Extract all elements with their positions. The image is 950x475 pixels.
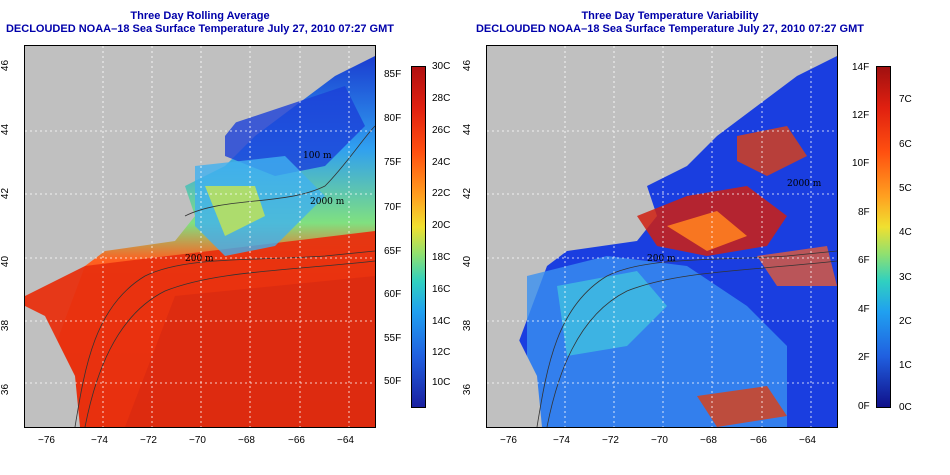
x-tick: −68 bbox=[238, 435, 255, 446]
colorbar-f-label: 65F bbox=[384, 246, 402, 257]
colorbar-c-label: 4C bbox=[899, 227, 912, 238]
x-tick: −76 bbox=[500, 435, 517, 446]
y-tick: 46 bbox=[0, 59, 12, 72]
y-tick: 44 bbox=[0, 123, 12, 136]
contour-label: 200 m bbox=[647, 254, 676, 264]
x-tick: −66 bbox=[288, 435, 305, 446]
x-tick: −70 bbox=[651, 435, 668, 446]
x-tick: −64 bbox=[799, 435, 816, 446]
y-tick: 38 bbox=[462, 319, 474, 332]
y-tick: 42 bbox=[462, 187, 474, 200]
colorbar-f-label: 10F bbox=[852, 158, 870, 169]
colorbar-f-label: 60F bbox=[384, 289, 402, 300]
right-panel-subtitle: DECLOUDED NOAA–18 Sea Surface Temperatur… bbox=[475, 23, 864, 35]
colorbar-c-label: 7C bbox=[899, 94, 912, 105]
contour-label: 200 m bbox=[185, 254, 214, 264]
y-tick: 38 bbox=[0, 319, 12, 332]
colorbar-f-label: 12F bbox=[852, 110, 870, 121]
colorbar-c-label: 26C bbox=[432, 125, 451, 136]
x-tick: −64 bbox=[337, 435, 354, 446]
colorbar-f-label: 80F bbox=[384, 113, 402, 124]
y-tick: 40 bbox=[0, 255, 12, 268]
colorbar-f-label: 55F bbox=[384, 333, 402, 344]
colorbar-f-label: 50F bbox=[384, 376, 402, 387]
x-tick: −74 bbox=[91, 435, 108, 446]
colorbar-c-label: 3C bbox=[899, 272, 912, 283]
colorbar-c-label: 28C bbox=[432, 93, 451, 104]
y-tick: 36 bbox=[462, 383, 474, 396]
x-tick: −68 bbox=[700, 435, 717, 446]
colorbar-f-label: 8F bbox=[858, 207, 870, 218]
x-tick: −70 bbox=[189, 435, 206, 446]
x-tick: −72 bbox=[602, 435, 619, 446]
colorbar-c-label: 12C bbox=[432, 347, 451, 358]
x-tick: −72 bbox=[140, 435, 157, 446]
sst-colorbar bbox=[411, 66, 426, 408]
colorbar-f-label: 14F bbox=[852, 62, 870, 73]
colorbar-c-label: 14C bbox=[432, 316, 451, 327]
x-tick: −66 bbox=[750, 435, 767, 446]
colorbar-f-label: 75F bbox=[384, 157, 402, 168]
contour-label: 2000 m bbox=[787, 179, 822, 189]
colorbar-c-label: 1C bbox=[899, 360, 912, 371]
sst-variability-map[interactable]: 200 m 2000 m bbox=[486, 45, 838, 428]
variability-colorbar bbox=[876, 66, 891, 408]
x-tick: −76 bbox=[38, 435, 55, 446]
colorbar-f-label: 85F bbox=[384, 69, 402, 80]
colorbar-c-label: 18C bbox=[432, 252, 451, 263]
y-tick: 42 bbox=[0, 187, 12, 200]
colorbar-c-label: 2C bbox=[899, 316, 912, 327]
left-panel-subtitle: DECLOUDED NOAA–18 Sea Surface Temperatur… bbox=[5, 23, 394, 35]
colorbar-c-label: 20C bbox=[432, 220, 451, 231]
x-tick: −74 bbox=[553, 435, 570, 446]
colorbar-c-label: 24C bbox=[432, 157, 451, 168]
colorbar-c-label: 10C bbox=[432, 377, 451, 388]
colorbar-f-label: 6F bbox=[858, 255, 870, 266]
colorbar-c-label: 5C bbox=[899, 183, 912, 194]
colorbar-f-label: 70F bbox=[384, 202, 402, 213]
colorbar-c-label: 6C bbox=[899, 139, 912, 150]
contour-label: 100 m bbox=[303, 151, 332, 161]
y-tick: 46 bbox=[462, 59, 474, 72]
colorbar-f-label: 0F bbox=[858, 401, 870, 412]
colorbar-c-label: 0C bbox=[899, 402, 912, 413]
y-tick: 44 bbox=[462, 123, 474, 136]
y-tick: 40 bbox=[462, 255, 474, 268]
y-tick: 36 bbox=[0, 383, 12, 396]
contour-label: 2000 m bbox=[310, 197, 345, 207]
colorbar-f-label: 4F bbox=[858, 304, 870, 315]
colorbar-f-label: 2F bbox=[858, 352, 870, 363]
sst-average-map[interactable]: 100 m 200 m 2000 m bbox=[24, 45, 376, 428]
right-panel-title: Three Day Temperature Variability bbox=[581, 10, 759, 22]
colorbar-c-label: 30C bbox=[432, 61, 451, 72]
left-panel-title: Three Day Rolling Average bbox=[130, 10, 270, 22]
colorbar-c-label: 22C bbox=[432, 188, 451, 199]
colorbar-c-label: 16C bbox=[432, 284, 451, 295]
